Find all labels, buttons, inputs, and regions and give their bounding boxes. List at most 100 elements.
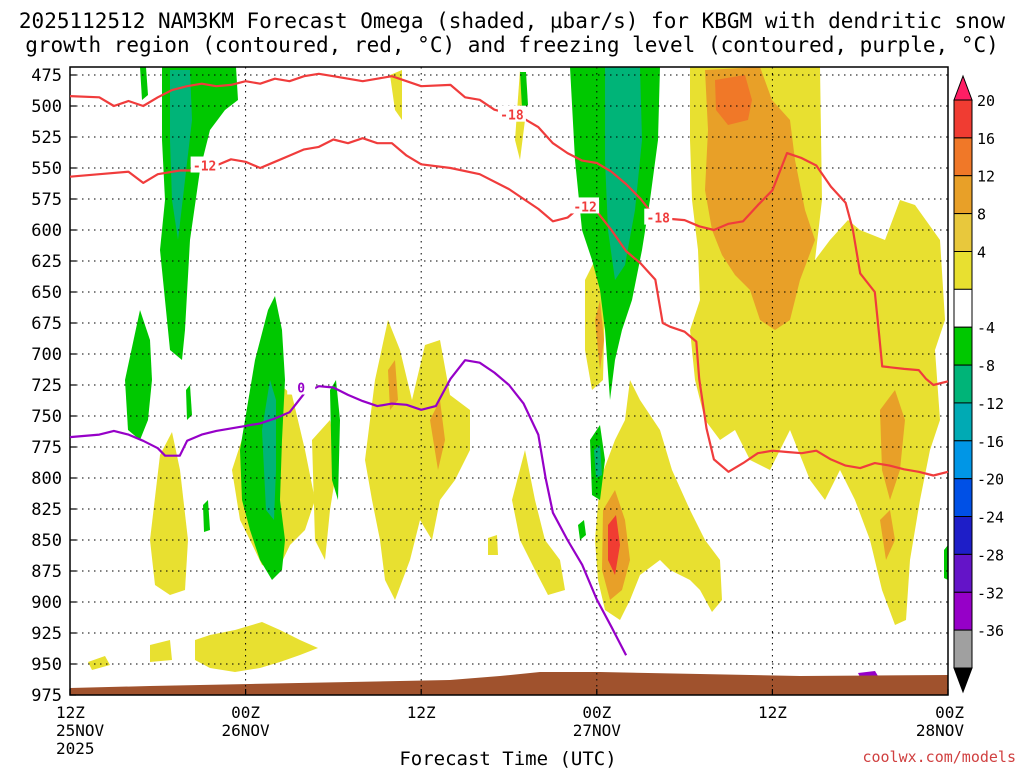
- contour-label-4: 0: [297, 381, 305, 396]
- y-tick-label-900: 900: [31, 593, 62, 613]
- y-tick-label-925: 925: [31, 624, 62, 644]
- omega-orange-6: [430, 400, 445, 470]
- omega-yellow-12: [195, 622, 318, 672]
- x-tick-date-3: 27NOV: [573, 721, 622, 740]
- colorbar-box-3: [953, 213, 973, 253]
- contour-label-1: -12: [193, 160, 216, 175]
- omega-yellow-13: [88, 656, 110, 670]
- y-tick-label-750: 750: [31, 407, 62, 427]
- colorbar-label-7: -12: [977, 395, 1004, 413]
- colorbar-box-2: [953, 175, 973, 215]
- omega-green-16: [578, 520, 586, 540]
- y-tick-label-725: 725: [31, 376, 62, 396]
- x-tick-label-2: 12Z: [407, 703, 436, 722]
- x-tick-label-1: 00Z: [231, 703, 260, 722]
- omega-green-4: [125, 310, 152, 440]
- y-tick-label-825: 825: [31, 500, 62, 520]
- colorbar-label-4: 4: [977, 244, 986, 262]
- colorbar-box-8: [953, 402, 973, 442]
- omega-green-7: [330, 380, 340, 500]
- axes: 475 500 525 550 575 600 625 650 675 700 725 750 775 8…: [31, 66, 964, 758]
- colorbar-box-9: [953, 440, 973, 480]
- y-tick-label-775: 775: [31, 438, 62, 458]
- plot-area: [70, 67, 948, 695]
- x-tick-label-3: 00Z: [582, 703, 611, 722]
- colorbar-label-3: 8: [977, 206, 986, 224]
- contour-labels: -18 -12 -12 -18 0: [190, 105, 673, 396]
- contour-label-2: -12: [573, 200, 596, 215]
- colorbar-box-11: [953, 516, 973, 555]
- contour-label-bg-3: [644, 208, 673, 225]
- x-tick-date-1: 26NOV: [222, 721, 271, 740]
- omega-yellow-11: [150, 640, 172, 662]
- omega-yellow-5: [512, 450, 565, 595]
- colorbar-box-14: [953, 629, 973, 669]
- omega-orange-4: [608, 515, 620, 575]
- chart-title-line-2: growth region (contoured, red, °C) and f…: [25, 33, 999, 57]
- colorbar-label-8: -16: [977, 433, 1004, 451]
- omega-green-13: [203, 500, 210, 532]
- omega-orange-7: [388, 360, 398, 410]
- contour-label-bg-4: [287, 378, 316, 395]
- y-tick-label-700: 700: [31, 345, 62, 365]
- omega-yellow-7: [390, 70, 402, 120]
- x-tick-date-0: 25NOV: [56, 721, 105, 740]
- contour-line-2: [69, 359, 628, 656]
- y-tick-label-500: 500: [31, 97, 62, 117]
- y-tick-label-575: 575: [31, 190, 62, 210]
- colorbar-arrow-top: [953, 74, 973, 101]
- omega-yellow-14: [488, 535, 498, 555]
- colorbar-box-1: [953, 137, 973, 177]
- colorbar-label-9: -20: [977, 471, 1004, 489]
- y-tick-label-525: 525: [31, 128, 62, 148]
- omega-green-6: [262, 380, 276, 520]
- omega-yellow-1: [150, 432, 188, 595]
- x-axis-label: Forecast Time (UTC): [399, 748, 616, 768]
- y-tick-label-650: 650: [31, 283, 62, 303]
- contour-line-1: [69, 72, 949, 387]
- x-tick-label-0: 12Z: [56, 703, 85, 722]
- colorbar-label-10: -24: [977, 509, 1004, 527]
- omega-green-12: [186, 385, 192, 420]
- x-tick-year-0: 2025: [56, 739, 95, 758]
- omega-orange-8: [880, 390, 905, 500]
- colorbar-box-13: [953, 591, 973, 631]
- y-tick-label-675: 675: [31, 314, 62, 334]
- y-tick-label-625: 625: [31, 252, 62, 272]
- colorbar: 20 16 12 8 4 -4 -8 -12 -16 -20 -24 -28 -32 -36: [953, 74, 1004, 694]
- plot-frame: [69, 66, 949, 696]
- omega-orange-2: [715, 75, 752, 125]
- colorbar-label-5: -4: [977, 319, 995, 337]
- colorbar-box-10: [953, 478, 973, 518]
- omega-green-11: [594, 445, 602, 478]
- contour-label-bg-1: [190, 156, 219, 173]
- omega-green-9: [605, 67, 642, 280]
- x-tick-label-5: 00Z: [935, 703, 964, 722]
- colorbar-label-1: 16: [977, 130, 995, 148]
- colorbar-box-6: [953, 326, 973, 366]
- colorbar-box-0: [953, 99, 973, 139]
- colorbar-label-2: 12: [977, 168, 995, 186]
- x-tick-date-5: 28NOV: [916, 721, 965, 740]
- contour-label-0: -18: [500, 109, 524, 124]
- omega-orange-9: [880, 510, 895, 560]
- y-tick-label-950: 950: [31, 655, 62, 675]
- colorbar-label-0: 20: [977, 92, 995, 110]
- contour-label-bg-0: [497, 105, 526, 122]
- y-tick-label-850: 850: [31, 531, 62, 551]
- colorbar-label-6: -8: [977, 357, 995, 375]
- y-tick-label-800: 800: [31, 469, 62, 489]
- credit-text: coolwx.com/models: [862, 748, 1016, 766]
- y-tick-label-600: 600: [31, 221, 62, 241]
- colorbar-box-4: [953, 251, 973, 290]
- contour-label-3: -18: [647, 212, 671, 227]
- y-tick-label-550: 550: [31, 159, 62, 179]
- terrain-surface: [70, 672, 948, 695]
- y-tick-label-475: 475: [31, 66, 62, 86]
- colorbar-box-12: [953, 553, 973, 593]
- x-tick-label-4: 12Z: [758, 703, 787, 722]
- omega-green-2: [170, 70, 192, 240]
- colorbar-arrow-bottom: [953, 667, 973, 694]
